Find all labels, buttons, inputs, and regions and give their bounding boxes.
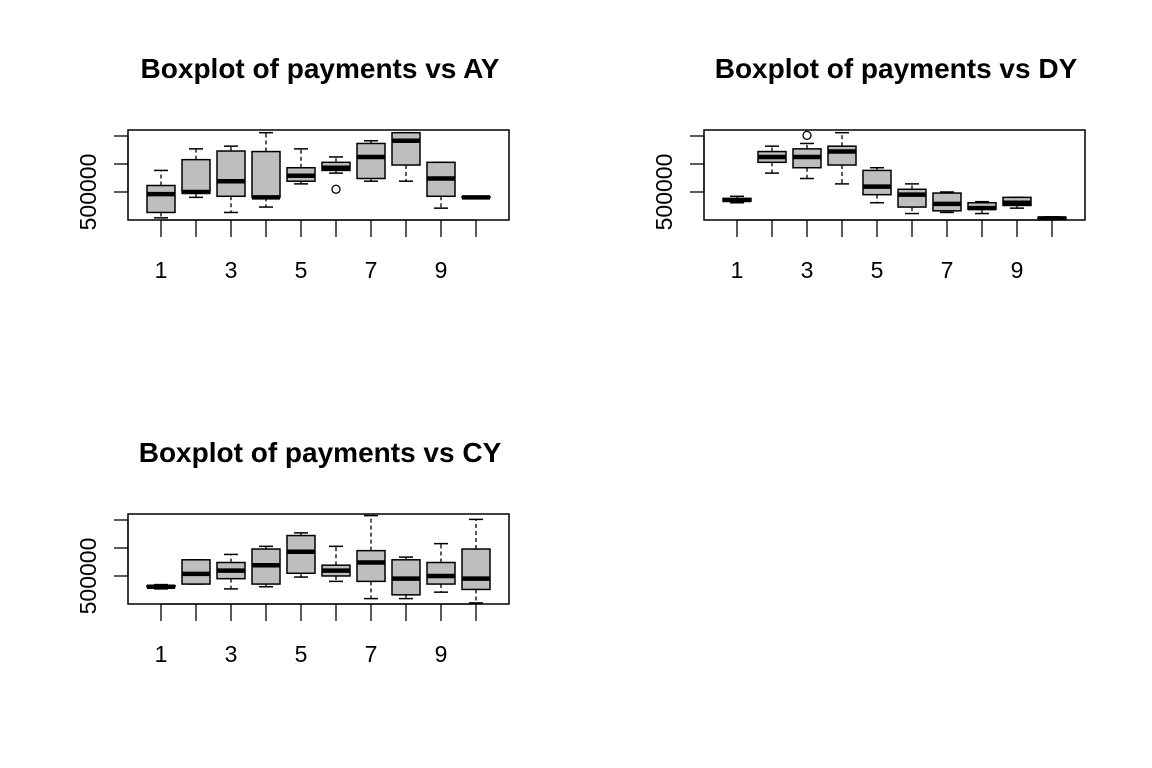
x-tick-label: 1 bbox=[155, 641, 168, 667]
y-axis: 500000 bbox=[75, 135, 129, 231]
x-tick-label: 5 bbox=[295, 641, 308, 667]
box-6 bbox=[897, 183, 927, 215]
box-3 bbox=[216, 145, 246, 214]
box-10 bbox=[1037, 216, 1067, 221]
box-1 bbox=[146, 583, 176, 590]
x-tick-label: 9 bbox=[1011, 257, 1024, 283]
box-group bbox=[722, 130, 1067, 221]
box-body bbox=[216, 150, 246, 198]
box-8 bbox=[391, 131, 421, 182]
box-2 bbox=[757, 145, 787, 174]
x-tick-label: 3 bbox=[225, 257, 238, 283]
y-tick-label: 500000 bbox=[651, 154, 677, 231]
panel-ay: Boxplot of payments vs AY 1 3 5 7 9 500000 bbox=[75, 53, 510, 283]
x-tick-label: 7 bbox=[365, 257, 378, 283]
x-axis: 1 3 5 7 9 bbox=[731, 219, 1053, 283]
panel-cy: Boxplot of payments vs CY 1 3 5 7 9 500000 bbox=[75, 437, 510, 667]
x-tick-label: 1 bbox=[731, 257, 744, 283]
panel-dy: Boxplot of payments vs DY 1 3 5 7 9 500000 bbox=[651, 53, 1086, 283]
x-tick-label: 9 bbox=[435, 641, 448, 667]
box-body bbox=[356, 142, 386, 180]
box-body bbox=[862, 169, 892, 196]
y-axis: 500000 bbox=[651, 135, 705, 231]
box-body bbox=[897, 188, 927, 208]
box-10 bbox=[461, 195, 491, 200]
box-5 bbox=[286, 532, 316, 578]
box-8 bbox=[391, 556, 421, 600]
box-group bbox=[146, 131, 491, 219]
box-1 bbox=[146, 169, 176, 219]
box-9 bbox=[426, 161, 456, 209]
box-5 bbox=[862, 166, 892, 204]
x-tick-label: 5 bbox=[871, 257, 884, 283]
box-7 bbox=[932, 191, 962, 214]
box-body bbox=[181, 158, 211, 194]
x-tick-label: 7 bbox=[365, 641, 378, 667]
box-3 bbox=[792, 130, 822, 180]
box-5 bbox=[286, 148, 316, 185]
box-2 bbox=[181, 559, 211, 585]
box-10 bbox=[461, 518, 491, 604]
x-tick-label: 7 bbox=[941, 257, 954, 283]
chart-title: Boxplot of payments vs CY bbox=[139, 437, 502, 468]
x-axis: 1 3 5 7 9 bbox=[155, 603, 477, 667]
box-2 bbox=[181, 148, 211, 199]
box-body bbox=[391, 131, 421, 166]
x-tick-label: 1 bbox=[155, 257, 168, 283]
box-body bbox=[286, 534, 316, 575]
plot-frame bbox=[703, 129, 1086, 221]
box-7 bbox=[356, 514, 386, 600]
box-7 bbox=[356, 140, 386, 182]
box-9 bbox=[1002, 196, 1032, 209]
box-4 bbox=[827, 131, 857, 185]
x-axis: 1 3 5 7 9 bbox=[155, 219, 477, 283]
outlier-point bbox=[331, 184, 341, 194]
box-body bbox=[426, 561, 456, 585]
outlier-point bbox=[802, 130, 812, 141]
plot-frame bbox=[127, 513, 510, 605]
chart-title: Boxplot of payments vs AY bbox=[141, 53, 500, 84]
box-body bbox=[827, 145, 857, 166]
x-tick-label: 3 bbox=[225, 641, 238, 667]
y-tick-label: 500000 bbox=[75, 154, 101, 231]
y-tick-label: 500000 bbox=[75, 538, 101, 615]
box-4 bbox=[251, 545, 281, 588]
chart-title: Boxplot of payments vs DY bbox=[715, 53, 1078, 84]
x-tick-label: 9 bbox=[435, 257, 448, 283]
box-8 bbox=[967, 200, 997, 215]
box-3 bbox=[216, 553, 246, 590]
box-6 bbox=[321, 156, 351, 194]
box-body bbox=[461, 548, 491, 591]
x-tick-label: 3 bbox=[801, 257, 814, 283]
box-body bbox=[356, 549, 386, 583]
box-body bbox=[251, 150, 281, 199]
x-tick-label: 5 bbox=[295, 257, 308, 283]
box-9 bbox=[426, 542, 456, 593]
box-4 bbox=[251, 131, 281, 208]
box-group bbox=[146, 514, 491, 604]
box-body bbox=[146, 184, 176, 214]
box-1 bbox=[722, 195, 752, 204]
box-6 bbox=[321, 545, 351, 583]
y-axis: 500000 bbox=[75, 519, 129, 615]
